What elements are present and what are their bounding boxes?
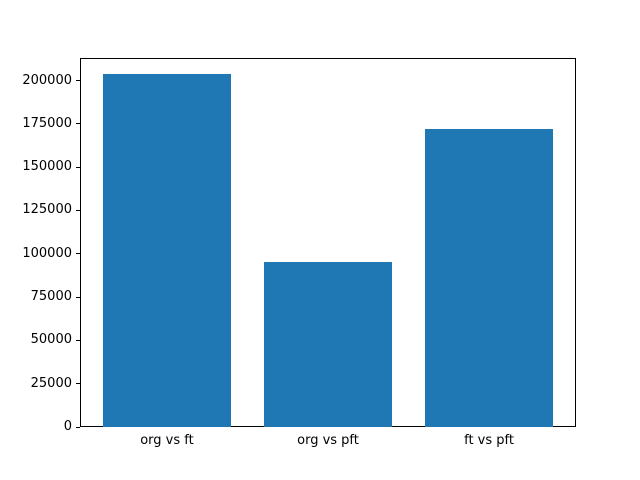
y-tick-label: 125000 (22, 202, 72, 218)
y-tick-label: 150000 (22, 159, 72, 175)
x-category-label: ft vs pft (464, 433, 514, 448)
y-tick-mark (76, 253, 80, 255)
y-tick-mark (76, 426, 80, 428)
y-tick-mark (76, 339, 80, 341)
bar-org-vs-pft (263, 262, 393, 427)
y-tick-label: 75000 (30, 289, 72, 305)
y-tick-mark (76, 209, 80, 211)
y-tick-label: 25000 (30, 375, 72, 391)
y-tick-mark (76, 80, 80, 82)
y-tick-mark (76, 383, 80, 385)
axes-frame (80, 58, 576, 427)
y-tick-mark (76, 296, 80, 298)
y-tick-mark (76, 123, 80, 125)
y-tick-label: 175000 (22, 115, 72, 131)
bar-ft-vs-pft (424, 129, 554, 427)
y-tick-label: 100000 (22, 245, 72, 261)
y-tick-label: 0 (63, 419, 72, 434)
y-tick-label: 50000 (30, 332, 72, 348)
x-category-label: org vs pft (297, 433, 359, 448)
bar-org-vs-ft (102, 73, 232, 427)
x-category-label: org vs ft (140, 433, 194, 448)
y-tick-mark (76, 166, 80, 168)
y-tick-label: 200000 (22, 72, 72, 88)
